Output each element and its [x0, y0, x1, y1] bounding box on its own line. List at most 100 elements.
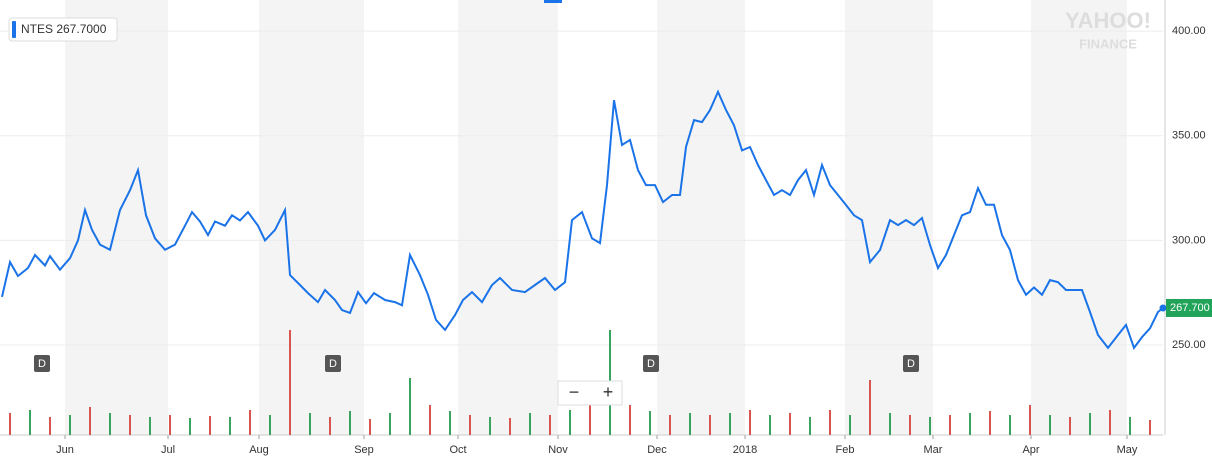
volume-bar	[269, 415, 271, 435]
volume-bar	[1069, 417, 1071, 435]
volume-bar	[1109, 410, 1111, 435]
volume-bar	[1009, 415, 1011, 435]
volume-bar	[109, 413, 111, 435]
x-tick-label: Jun	[56, 444, 74, 456]
volume-bar	[429, 405, 431, 435]
volume-bar	[509, 418, 511, 435]
x-tick-label: 2018	[733, 444, 757, 456]
month-band	[657, 0, 745, 435]
bands	[65, 0, 1127, 435]
volume-bar	[829, 410, 831, 435]
event-marker	[903, 355, 919, 372]
y-tick-label: 300.00	[1172, 234, 1206, 246]
volume-bar	[349, 411, 351, 435]
x-tick-label: Nov	[548, 444, 568, 456]
volume-bar	[49, 417, 51, 435]
event-marker	[643, 355, 659, 372]
zoom-in[interactable]: +	[603, 382, 614, 402]
volume-bar	[449, 411, 451, 435]
volume-bar	[689, 413, 691, 435]
volume-bar	[369, 419, 371, 435]
event-marker	[34, 355, 50, 372]
x-tick-label: Oct	[449, 444, 466, 456]
volume-bar	[309, 413, 311, 435]
volume-bar	[589, 397, 591, 435]
last-price-tag	[1166, 298, 1212, 317]
volume-bar	[889, 413, 891, 435]
volume-bar	[529, 413, 531, 435]
x-tick-label: May	[1117, 444, 1138, 456]
volume-bar	[709, 415, 711, 435]
legend-label: NTES 267.7000	[21, 22, 107, 36]
volume-bar	[9, 413, 11, 435]
volume-bar	[749, 410, 751, 435]
y-tick-label: 250.00	[1172, 339, 1206, 351]
event-marker	[325, 355, 341, 372]
volume-bar	[209, 416, 211, 435]
volume-bar	[549, 415, 551, 435]
volume-bar	[289, 330, 291, 435]
volume-bar	[329, 417, 331, 435]
legend	[8, 17, 118, 42]
month-band	[259, 0, 364, 435]
volume	[9, 330, 1151, 435]
brand-sub: FINANCE	[1079, 36, 1137, 51]
volume-bar	[949, 415, 951, 435]
volume-bar	[649, 411, 651, 435]
volume-bar	[1129, 417, 1131, 435]
scroll-indicator	[544, 0, 562, 3]
volume-bar	[929, 417, 931, 435]
volume-bar	[169, 415, 171, 435]
x-tick-label: Jul	[161, 444, 175, 456]
volume-bar	[969, 413, 971, 435]
volume-bar	[29, 410, 31, 435]
volume-bar	[729, 413, 731, 435]
volume-bar	[909, 415, 911, 435]
volume-bar	[149, 417, 151, 435]
volume-bar	[89, 407, 91, 435]
volume-bar	[789, 413, 791, 435]
grid	[0, 0, 1166, 439]
event-label: D	[38, 358, 46, 370]
volume-bar	[1089, 413, 1091, 435]
x-tick-label: Apr	[1022, 444, 1039, 456]
last-point	[1159, 304, 1167, 312]
x-tick-label: Dec	[647, 444, 667, 456]
month-band	[1031, 0, 1127, 435]
legend-swatch	[12, 21, 16, 38]
zoom-out[interactable]: −	[569, 382, 580, 402]
volume-bar	[669, 415, 671, 435]
x-tick-label: Aug	[249, 444, 269, 456]
month-band	[65, 0, 168, 435]
volume-bar	[189, 418, 191, 435]
volume-bar	[629, 405, 631, 435]
volume-bar	[569, 410, 571, 435]
volume-bar	[249, 410, 251, 435]
volume-bar	[869, 380, 871, 435]
volume-bar	[129, 415, 131, 435]
volume-bar	[389, 413, 391, 435]
volume-bar	[229, 417, 231, 435]
event-label: D	[329, 358, 337, 370]
event-label: D	[907, 358, 915, 370]
y-tick-label: 400.00	[1172, 25, 1206, 37]
volume-bar	[1149, 420, 1151, 435]
volume-bar	[809, 417, 811, 435]
y-tick-label: 350.00	[1172, 130, 1206, 142]
zoom-controls	[557, 380, 623, 406]
volume-bar	[1049, 415, 1051, 435]
last-price-label: 267.700	[1170, 302, 1210, 314]
volume-bar	[989, 411, 991, 435]
x-tick-label: Mar	[924, 444, 943, 456]
month-band	[458, 0, 558, 435]
volume-bar	[409, 378, 411, 435]
volume-bar	[1029, 405, 1031, 435]
x-tick-label: Sep	[354, 444, 374, 456]
volume-bar	[849, 415, 851, 435]
volume-bar	[69, 415, 71, 435]
volume-bar	[489, 417, 491, 435]
event-label: D	[647, 358, 655, 370]
